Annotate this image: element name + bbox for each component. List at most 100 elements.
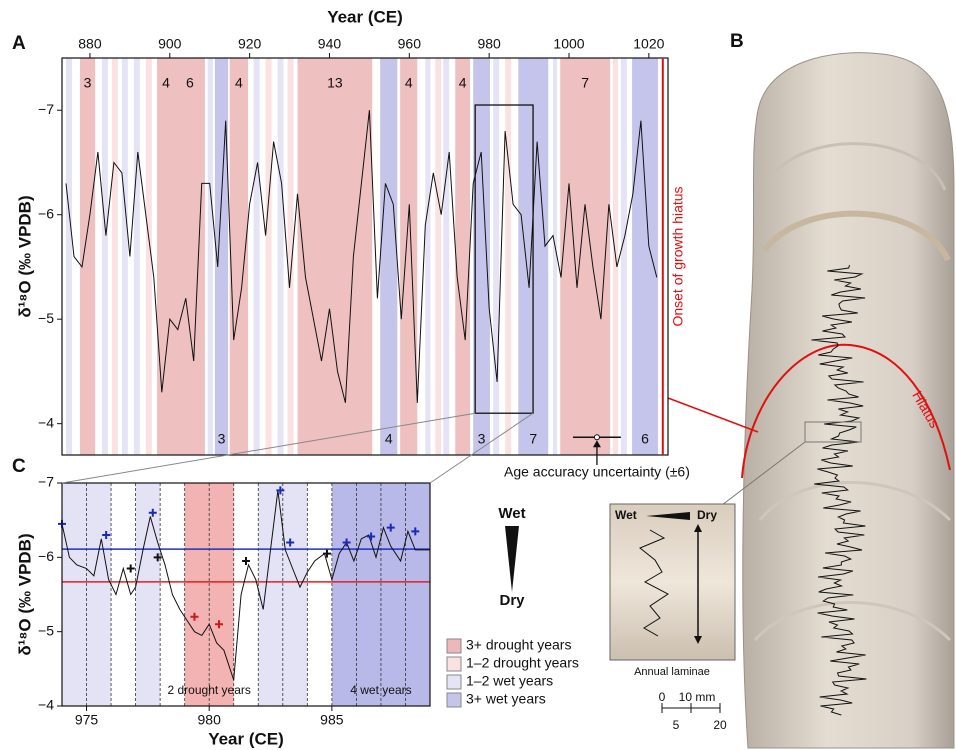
zoom-box [474,104,534,414]
y-tick-label: −5 [38,622,54,638]
band [157,58,175,455]
peak-marker [102,531,111,540]
zoom-connector [429,412,534,484]
band [253,58,260,455]
y-tick-label: −7 [38,474,54,490]
peak-marker [342,538,351,547]
x-tick-label: 980 [477,36,501,52]
band [632,58,659,455]
inset-connector [721,441,806,506]
band [493,58,500,455]
band [435,58,442,455]
band [133,58,140,455]
band-label: 4 [459,75,467,91]
band [400,58,418,455]
band [443,58,450,455]
y-tick-label: −7 [38,101,54,117]
legend-swatch [446,674,462,690]
x-tick-label: 920 [238,36,262,52]
y-tick-label: −4 [38,414,54,430]
y-tick-label: −6 [38,205,54,221]
y-axis-title: δ¹⁸O (‰ VPDB) [15,533,34,655]
growth-layer [762,210,951,262]
scale-label: 0 [659,690,666,704]
legend-swatch [446,692,462,708]
panel-letter: B [730,31,744,52]
scale-label: 20 [713,718,727,732]
band [380,58,398,455]
peak-marker [153,553,162,562]
growth-layer [753,601,952,642]
peak-marker [126,564,135,573]
growth-layer [758,481,952,522]
peak-marker [215,620,224,629]
x-axis-title: Year (CE) [208,729,284,748]
error-center [593,434,600,441]
band [65,58,72,455]
band [277,58,284,455]
band-label: 7 [581,75,589,91]
y-tick-label: −4 [38,697,54,713]
band-label: 6 [641,431,649,447]
hiatus-curve [741,343,951,479]
hiatus-connector [667,397,759,433]
y-axis-title: δ¹⁸O (‰ VPDB) [15,195,34,317]
inset-wet: Wet [615,508,637,522]
inset-location [804,421,862,443]
peak-marker [411,527,420,536]
plot-1: 2 drought years 4 wet years 975 980 985 −4 −5 −… [12,456,431,748]
band [229,58,249,455]
plot-frame [61,482,431,707]
x-axis-title: Year (CE) [327,7,403,26]
growth-layer [768,142,947,191]
plot-frame [61,57,669,456]
inset [609,503,736,661]
inset-trace [639,529,669,637]
stalagmite-panel: B Hiatus Wet Dry Annual laminae 0 10 mm … [609,31,955,749]
band-label: 13 [327,75,343,91]
band [79,58,96,455]
band [174,58,205,455]
band [455,58,470,455]
wet-dry-wedge [505,526,519,592]
hiatus-label: Onset of growth hiatus [670,186,686,326]
band [473,58,490,455]
y-tick-label: −5 [38,310,54,326]
band-label: 3 [478,431,486,447]
peak-marker [322,549,331,558]
x-tick-label: 985 [320,712,344,728]
panel-letter: C [12,456,26,477]
zoom-connector [61,412,476,484]
band-label: 4 wet years [350,683,411,697]
wedge [646,512,690,520]
uncertainty-label: Age accuracy uncertainty (±6) [504,464,690,480]
band-label: 6 [186,75,194,91]
band [297,58,373,455]
legend-dry: Dry [499,592,525,609]
x-tick-label: 900 [158,36,182,52]
scale-label: 10 mm [679,690,716,704]
panel-letter: A [12,33,26,54]
band [111,58,118,455]
band [121,58,128,455]
peak-marker [286,538,295,547]
legend-label: 1–2 drought years [466,655,579,671]
inset-caption: Annual laminae [634,666,710,678]
legend-label: 3+ wet years [466,691,546,707]
band-label: 3 [218,431,226,447]
x-tick-label: 880 [78,36,102,52]
band-label: 4 [385,431,393,447]
x-tick-label: 960 [398,36,422,52]
band-label: 2 drought years [168,683,251,697]
band [287,58,294,455]
band-label: 4 [405,75,413,91]
y-tick-label: −6 [38,548,54,564]
isotope-trace [811,264,867,716]
x-tick-label: 1020 [633,36,664,52]
peak-marker [386,523,395,532]
band [553,58,558,455]
band [145,58,152,455]
data-line [65,110,658,403]
